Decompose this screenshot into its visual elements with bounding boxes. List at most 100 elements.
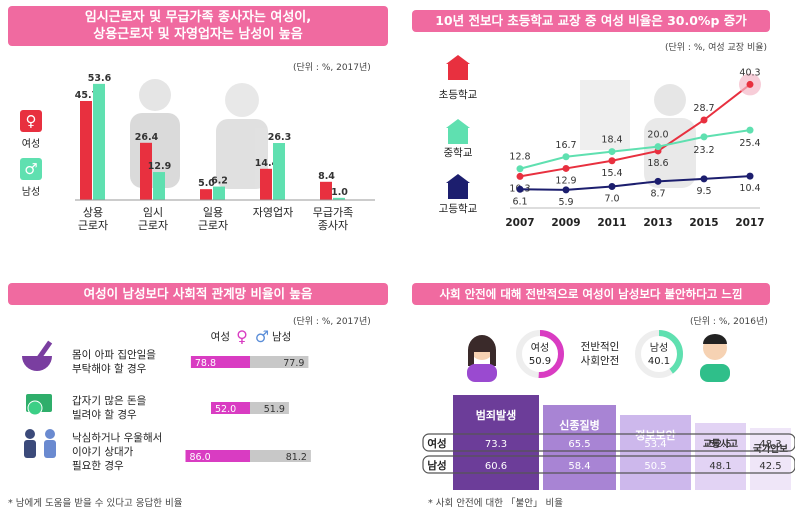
line-point — [700, 133, 708, 141]
bar-male-3 — [273, 143, 285, 200]
line-point — [516, 165, 524, 173]
safety-anxiety-table: 여성 50.9 전반적인 사회안전 남성 40.1 범죄발생신종질병정보보안교통… — [422, 330, 795, 490]
woman-body — [216, 119, 268, 189]
column-header: 교통사고 — [703, 438, 738, 450]
bar-male-1 — [153, 172, 165, 200]
cell-value: 60.6 — [485, 461, 507, 472]
bar-female-0 — [80, 100, 92, 200]
row3-line1: 낙심하거나 우울해서 — [72, 432, 163, 444]
panel3-note: * 남에게 도움을 받을 수 있다고 응답한 비율 — [8, 498, 183, 509]
panel3-unit: (단위 : %, 2017년) — [293, 317, 371, 327]
employment-bar-chart: ♀ 여성 ♂ 남성 45.7 53.6 상용근로자 26.4 12.9 임시근로자 5.06… — [20, 73, 375, 232]
female-legend-label: 여성 — [211, 331, 230, 343]
bar-male-4 — [333, 197, 345, 200]
panel1-title-line2: 상용근로자 및 자영업자는 남성이 높음 — [93, 27, 303, 42]
row-frame-1 — [422, 455, 795, 474]
column-header: 신종질병 — [559, 418, 599, 432]
cell-value: 48.1 — [709, 461, 731, 472]
line-point — [654, 177, 662, 185]
column-bg-0 — [453, 395, 539, 490]
category-label: 임시 — [143, 206, 163, 219]
line-value-label: 20.0 — [647, 130, 668, 141]
mortar-pestle-icon — [22, 340, 53, 371]
bar-value-label: 8.4 — [318, 171, 335, 182]
row2-line2: 빌려야 할 경우 — [72, 409, 137, 421]
woman-illustration — [467, 335, 497, 382]
man-shirt — [700, 364, 730, 382]
panel4-title-text: 사회 안전에 대해 전반적으로 여성이 남성보다 불안하다고 느낌 — [439, 287, 743, 301]
principal-body — [644, 118, 696, 188]
middle-school-icon — [448, 128, 468, 144]
category-label: 상용 — [83, 206, 103, 219]
middle-school-legend: 중학교 — [444, 119, 473, 159]
social-network-bar-chart: 여성 ♀ ♂ 남성 78.8 77.9 52.0 51.9 86.0 81.2 — [22, 327, 311, 463]
bar-male-2 — [213, 186, 225, 200]
overall-safety-label-line2: 사회안전 — [581, 355, 620, 367]
female-donut-value: 50.9 — [529, 356, 551, 367]
row3-line2: 이야기 상대가 — [72, 446, 134, 458]
line-value-label: 23.2 — [693, 145, 714, 156]
x-tick-label: 2011 — [597, 217, 626, 229]
column-bg-4 — [750, 428, 791, 490]
male-legend-label: 남성 — [272, 331, 291, 343]
bar-male-value: 51.9 — [264, 404, 285, 415]
female-symbol-icon: ♀ — [236, 327, 248, 346]
x-tick-label: 2007 — [505, 217, 534, 229]
man-hair — [703, 334, 727, 344]
panel3-legend: 여성 ♀ ♂ 남성 — [211, 327, 292, 346]
male-overall-donut: 남성 40.1 — [635, 330, 683, 378]
bar-value-label: 45.7 — [75, 90, 98, 101]
bar-female-2 — [185, 450, 250, 462]
line-point — [654, 143, 662, 151]
category-label: 자영업자 — [253, 206, 293, 219]
x-tick-label: 2015 — [689, 217, 718, 229]
bar-female-value: 52.0 — [215, 404, 236, 415]
line-point — [562, 164, 570, 172]
row-frame-0 — [422, 433, 795, 452]
line-series-2 — [519, 175, 751, 191]
line-point — [562, 186, 570, 194]
line-value-label: 18.6 — [647, 158, 668, 169]
line-point — [700, 116, 708, 124]
bar-value-label: 12.9 — [148, 161, 171, 172]
row2-line1: 갑자기 많은 돈을 — [72, 395, 147, 407]
line-value-label: 5.9 — [558, 197, 573, 208]
line-value-label: 28.7 — [693, 103, 714, 114]
bar-male-0 — [250, 356, 309, 368]
line-value-label: 6.1 — [512, 196, 527, 207]
overall-safety-label-line1: 전반적인 — [581, 341, 620, 353]
high-school-label: 고등학교 — [439, 203, 478, 215]
male-donut-ring — [635, 330, 683, 378]
bar-female-0 — [190, 356, 250, 368]
bar-value-label: 14.4 — [255, 158, 279, 169]
x-tick-label: 2013 — [643, 217, 672, 229]
panel1-unit: (단위 : %, 2017년) — [293, 63, 371, 73]
cell-value: 42.5 — [759, 461, 781, 472]
bar-female-4 — [320, 181, 332, 200]
row-label: 여성 — [427, 437, 446, 450]
cell-value: 53.4 — [644, 439, 666, 450]
panel2-title-text: 10년 전보다 초등학교 교장 중 여성 비율은 30.0%p 증가 — [435, 13, 747, 28]
row-label: 남성 — [427, 459, 446, 472]
category-label: 무급가족 — [313, 206, 353, 219]
column-header: 정보보안 — [635, 428, 675, 442]
female-overall-donut: 여성 50.9 — [516, 330, 564, 378]
line-point — [608, 183, 616, 191]
column-bg-2 — [620, 415, 691, 490]
row2-label: 갑자기 많은 돈을 빌려야 할 경우 — [72, 394, 146, 422]
bar-male-2 — [250, 450, 311, 462]
principal-illustration — [580, 80, 696, 188]
woman-shirt — [467, 364, 497, 382]
line-point — [746, 80, 754, 88]
line-series-1 — [519, 129, 751, 170]
line-point — [700, 175, 708, 183]
bar-female-3 — [260, 168, 272, 200]
line-value-label: 9.5 — [696, 186, 711, 197]
bar-value-label: 5.0 — [198, 178, 215, 189]
female-legend: ♀ 여성 — [20, 110, 42, 150]
high-school-roof — [446, 174, 470, 183]
female-symbol-icon: ♀ — [26, 112, 37, 130]
male-symbol-icon: ♂ — [24, 160, 37, 178]
line-value-label: 15.4 — [601, 168, 622, 179]
conversation-people-icon — [24, 429, 56, 458]
